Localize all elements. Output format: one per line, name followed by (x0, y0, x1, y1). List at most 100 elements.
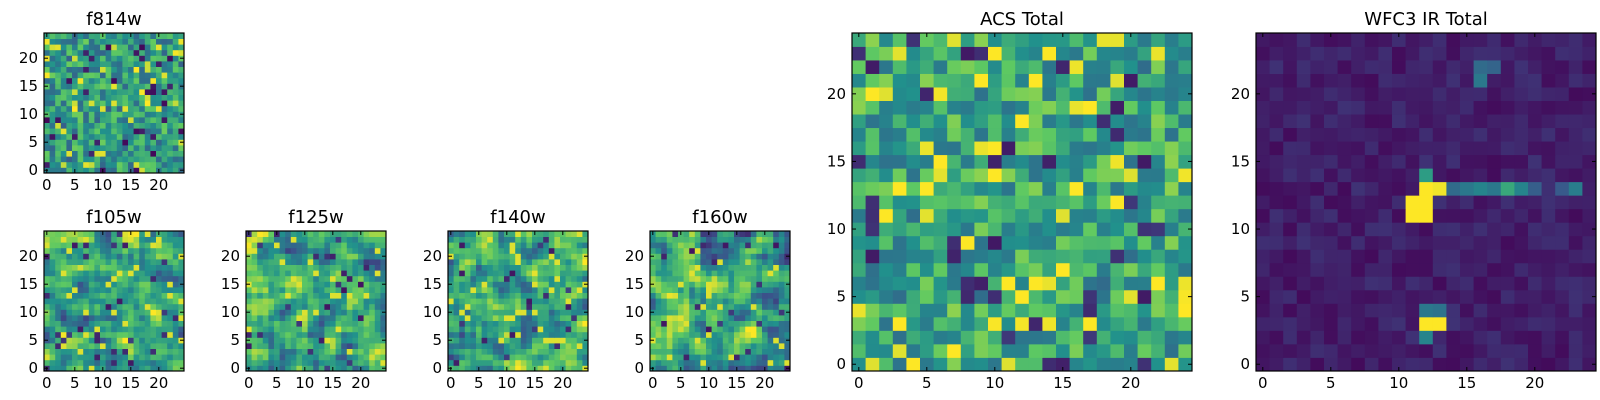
heatmap-cell (1514, 262, 1529, 277)
heatmap-cell (128, 348, 134, 355)
heatmap-cell (1256, 276, 1270, 291)
heatmap-cell (105, 292, 112, 299)
heatmap-cell (492, 247, 499, 254)
heatmap-cell (268, 287, 275, 293)
heatmap-cell (49, 309, 56, 316)
heatmap-cell (554, 315, 561, 321)
heatmap-cell (111, 100, 118, 107)
heatmap-cell (1555, 114, 1570, 129)
heatmap-cell (1364, 168, 1379, 183)
heatmap-cell (565, 287, 572, 293)
heatmap-cell (1541, 141, 1556, 156)
heatmap-cell (1310, 100, 1325, 115)
heatmap-cell (933, 343, 948, 358)
heatmap-cell (358, 343, 364, 349)
heatmap-cell (576, 303, 583, 310)
heatmap-cell (44, 270, 50, 277)
heatmap-cell (1555, 316, 1570, 331)
heatmap-cell (1269, 289, 1284, 304)
heatmap-cell (694, 309, 701, 316)
heatmap-cell (60, 150, 67, 157)
heatmap-cell (1296, 100, 1311, 115)
heatmap-cell (94, 343, 101, 349)
heatmap-cell (453, 359, 460, 366)
heatmap-cell (739, 354, 746, 361)
heatmap-cell (481, 320, 488, 327)
heatmap-cell (122, 231, 129, 237)
heatmap-cell (762, 275, 768, 282)
heatmap-cell (161, 145, 168, 151)
heatmap-cell (346, 315, 353, 321)
heatmap-cell (1001, 316, 1016, 331)
heatmap-cell (1151, 276, 1166, 291)
heatmap-cell (144, 359, 151, 366)
heatmap-cell (156, 111, 162, 118)
heatmap-cell (94, 231, 101, 237)
heatmap-cell (739, 259, 746, 265)
heatmap-cell (920, 330, 934, 345)
heatmap-cell (49, 145, 56, 151)
heatmap-cell (324, 309, 331, 316)
heatmap-cell (459, 275, 466, 282)
heatmap-cell (1001, 343, 1016, 358)
heatmap-cell (150, 105, 157, 112)
heatmap-cell (1137, 168, 1152, 183)
heatmap-cell (302, 253, 308, 260)
heatmap-cell (933, 208, 948, 223)
heatmap-cell (1528, 195, 1542, 210)
heatmap-cell (459, 231, 466, 237)
heatmap-cell (116, 320, 123, 327)
heatmap-cell (66, 343, 73, 349)
heatmap-cell (44, 354, 50, 361)
heatmap-cell (576, 343, 583, 349)
heatmap-cell (974, 222, 989, 237)
heatmap-cell (1178, 60, 1193, 74)
heatmap-cell (1028, 154, 1043, 169)
heatmap-cell (1500, 289, 1515, 304)
heatmap-cell (1528, 330, 1542, 345)
heatmap-cell (1405, 289, 1420, 304)
heatmap-cell (762, 259, 768, 265)
heatmap-cell (672, 287, 679, 293)
heatmap-cell (1500, 114, 1515, 129)
heatmap-cell (678, 320, 684, 327)
heatmap-cell (49, 167, 56, 174)
heatmap-cell (1568, 303, 1583, 318)
heatmap-cell (1446, 33, 1461, 47)
heatmap-cell (571, 303, 578, 310)
heatmap-cell (1151, 46, 1166, 61)
heatmap-cell (1310, 60, 1325, 74)
heatmap-cell (1324, 303, 1338, 318)
heatmap-cell (72, 275, 78, 282)
heatmap-cell (1555, 195, 1570, 210)
heatmap-cell (683, 365, 690, 372)
heatmap-cell (122, 111, 129, 118)
heatmap-cell (778, 259, 785, 265)
x-tick-label: 20 (149, 176, 168, 194)
heatmap-cell (363, 309, 370, 316)
heatmap-cell (172, 259, 179, 265)
heatmap-cell (290, 320, 297, 327)
heatmap-cell (1528, 235, 1542, 250)
heatmap-cell (1405, 316, 1420, 331)
heatmap-cell (111, 331, 118, 338)
heatmap-cell (532, 287, 538, 293)
heatmap-cell (55, 133, 62, 140)
heatmap-cell (666, 343, 673, 349)
heatmap-cell (94, 287, 101, 293)
heatmap-cell (879, 141, 894, 156)
heatmap-cell (55, 365, 62, 372)
heatmap-cell (1137, 357, 1152, 372)
heatmap-cell (1324, 60, 1338, 74)
heatmap-cell (1151, 73, 1166, 88)
heatmap-cell (88, 303, 95, 310)
heatmap-cell (947, 357, 962, 372)
heatmap-cell (55, 100, 62, 107)
heatmap-cell (1419, 168, 1434, 183)
heatmap-cell (492, 348, 499, 355)
heatmap-cell (526, 270, 533, 277)
heatmap-cell (1460, 303, 1474, 318)
heatmap-cell (543, 231, 550, 237)
heatmap-cell (94, 38, 101, 45)
heatmap-cell (167, 259, 174, 265)
